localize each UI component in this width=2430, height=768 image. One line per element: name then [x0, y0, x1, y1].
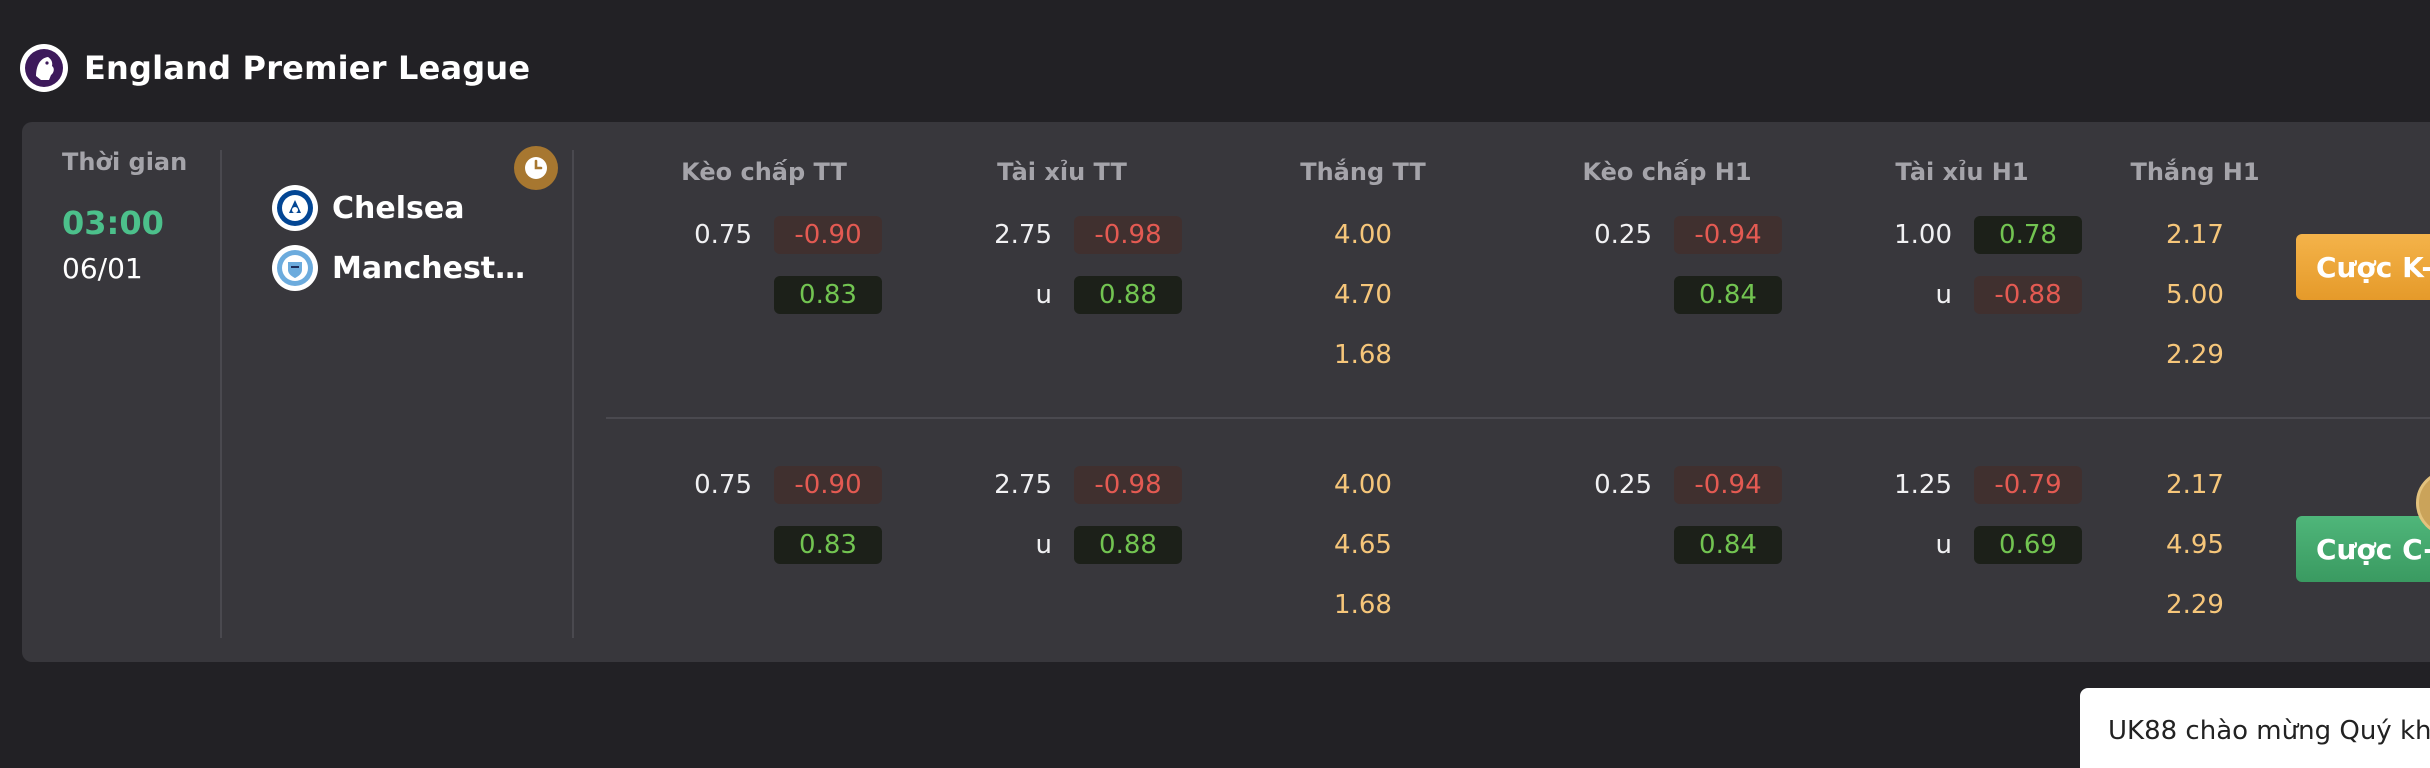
chat-welcome-text: UK88 chào mừng Quý khách — [2108, 716, 2430, 746]
win-ft-home[interactable]: 4.00 — [1334, 220, 1392, 250]
header-ou-ft: Tài xỉu TT — [997, 158, 1127, 186]
home-team-name: Chelsea — [332, 190, 465, 226]
match-time-column: Thời gian 03:00 06/01 — [62, 148, 222, 285]
win-h1-home[interactable]: 2.17 — [2166, 470, 2224, 500]
win-h1-away[interactable]: 2.29 — [2166, 340, 2224, 370]
ou-ft-under-odds[interactable]: 0.88 — [1074, 526, 1182, 564]
handicap-ft-away-odds[interactable]: 0.83 — [774, 276, 882, 314]
win-ft-draw[interactable]: 4.70 — [1334, 280, 1392, 310]
win-ft-draw[interactable]: 4.65 — [1334, 530, 1392, 560]
win-ft-away[interactable]: 1.68 — [1334, 590, 1392, 620]
handicap-ft-away-odds[interactable]: 0.83 — [774, 526, 882, 564]
away-team[interactable]: Manchester City — [272, 240, 572, 296]
win-h1-draw[interactable]: 4.95 — [2166, 530, 2224, 560]
handicap-h1-line: 0.25 — [1594, 470, 1652, 500]
ou-h1-line: 1.25 — [1894, 470, 1952, 500]
ou-h1-under-odds[interactable]: -0.88 — [1974, 276, 2082, 314]
header-win-h1: Thắng H1 — [2130, 158, 2260, 186]
ou-h1-over-odds[interactable]: 0.78 — [1974, 216, 2082, 254]
home-team[interactable]: Chelsea — [272, 180, 572, 236]
league-name: England Premier League — [84, 49, 531, 87]
win-h1-home[interactable]: 2.17 — [2166, 220, 2224, 250]
win-ft-away[interactable]: 1.68 — [1334, 340, 1392, 370]
ou-ft-over-odds[interactable]: -0.98 — [1074, 216, 1182, 254]
handicap-h1-away-odds[interactable]: 0.84 — [1674, 526, 1782, 564]
ou-h1-over-odds[interactable]: -0.79 — [1974, 466, 2082, 504]
bet-c-sports-button[interactable]: Cược C-Sports — [2296, 516, 2430, 582]
clock-icon[interactable] — [514, 146, 558, 190]
league-header: England Premier League — [20, 40, 530, 96]
handicap-h1-line: 0.25 — [1594, 220, 1652, 250]
ou-ft-over-odds[interactable]: -0.98 — [1074, 466, 1182, 504]
ou-ft-under-odds[interactable]: 0.88 — [1074, 276, 1182, 314]
ou-ft-line: 2.75 — [994, 220, 1052, 250]
win-ft-home[interactable]: 4.00 — [1334, 470, 1392, 500]
ou-ft-under-label: u — [1035, 530, 1052, 560]
time-label: Thời gian — [62, 148, 188, 176]
column-divider — [572, 150, 574, 638]
chat-welcome-popup[interactable]: UK88 chào mừng Quý khách — [2080, 688, 2430, 768]
handicap-ft-line: 0.75 — [694, 220, 752, 250]
header-ou-h1: Tài xỉu H1 — [1895, 158, 2029, 186]
teams-column: Chelsea Manchester City — [272, 180, 572, 300]
win-h1-draw[interactable]: 5.00 — [2166, 280, 2224, 310]
kickoff-time: 03:00 — [62, 204, 164, 242]
handicap-ft-line: 0.75 — [694, 470, 752, 500]
handicap-ft-home-odds[interactable]: -0.90 — [774, 466, 882, 504]
away-team-name: Manchester City — [332, 250, 532, 286]
header-win-ft: Thắng TT — [1300, 158, 1426, 186]
ou-ft-line: 2.75 — [994, 470, 1052, 500]
ou-ft-under-label: u — [1035, 280, 1052, 310]
chelsea-crest-icon — [272, 185, 318, 231]
column-divider — [220, 150, 222, 638]
handicap-h1-home-odds[interactable]: -0.94 — [1674, 466, 1782, 504]
ou-h1-under-odds[interactable]: 0.69 — [1974, 526, 2082, 564]
man-city-crest-icon — [272, 245, 318, 291]
match-card: Thời gian 03:00 06/01 Chelsea — [22, 122, 2430, 662]
header-handicap-ft: Kèo chấp TT — [681, 158, 847, 186]
win-h1-away[interactable]: 2.29 — [2166, 590, 2224, 620]
ou-h1-line: 1.00 — [1894, 220, 1952, 250]
handicap-ft-home-odds[interactable]: -0.90 — [774, 216, 882, 254]
bet-k-sports-button[interactable]: Cược K-Sports — [2296, 234, 2430, 300]
handicap-h1-away-odds[interactable]: 0.84 — [1674, 276, 1782, 314]
kickoff-date: 06/01 — [62, 252, 143, 285]
premier-league-lion-icon — [20, 44, 68, 92]
handicap-h1-home-odds[interactable]: -0.94 — [1674, 216, 1782, 254]
ou-h1-under-label: u — [1935, 280, 1952, 310]
header-handicap-h1: Kèo chấp H1 — [1582, 158, 1752, 186]
ou-h1-under-label: u — [1935, 530, 1952, 560]
market-divider — [606, 417, 2430, 419]
